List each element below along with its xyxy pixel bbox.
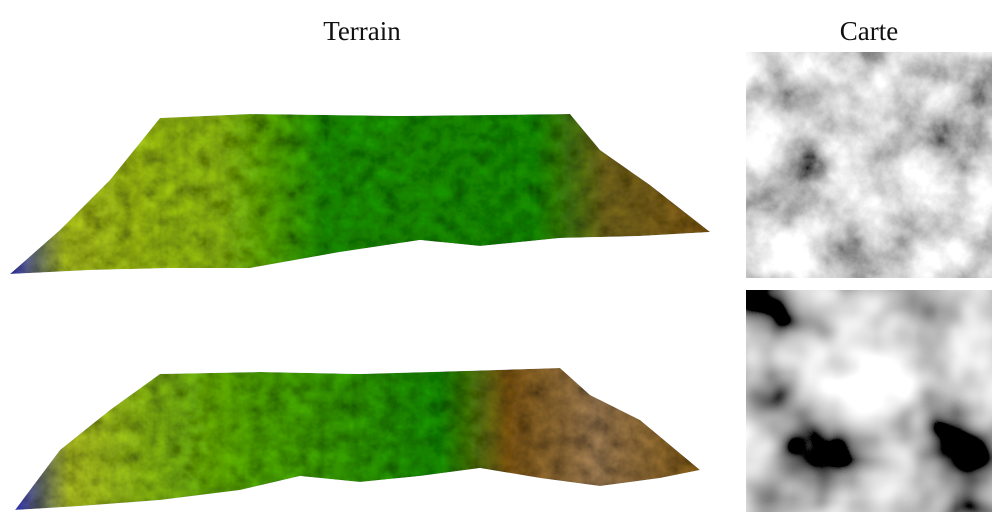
figure: Terrain Carte (0, 0, 992, 512)
column-title: Carte (840, 16, 898, 46)
terrain-render (15, 368, 700, 510)
column-title: Terrain (323, 16, 401, 46)
height-map (746, 52, 992, 278)
terrain-render (10, 114, 710, 274)
page: Terrain Carte (() => { const data = JSON… (0, 0, 992, 512)
height-map (746, 290, 992, 512)
